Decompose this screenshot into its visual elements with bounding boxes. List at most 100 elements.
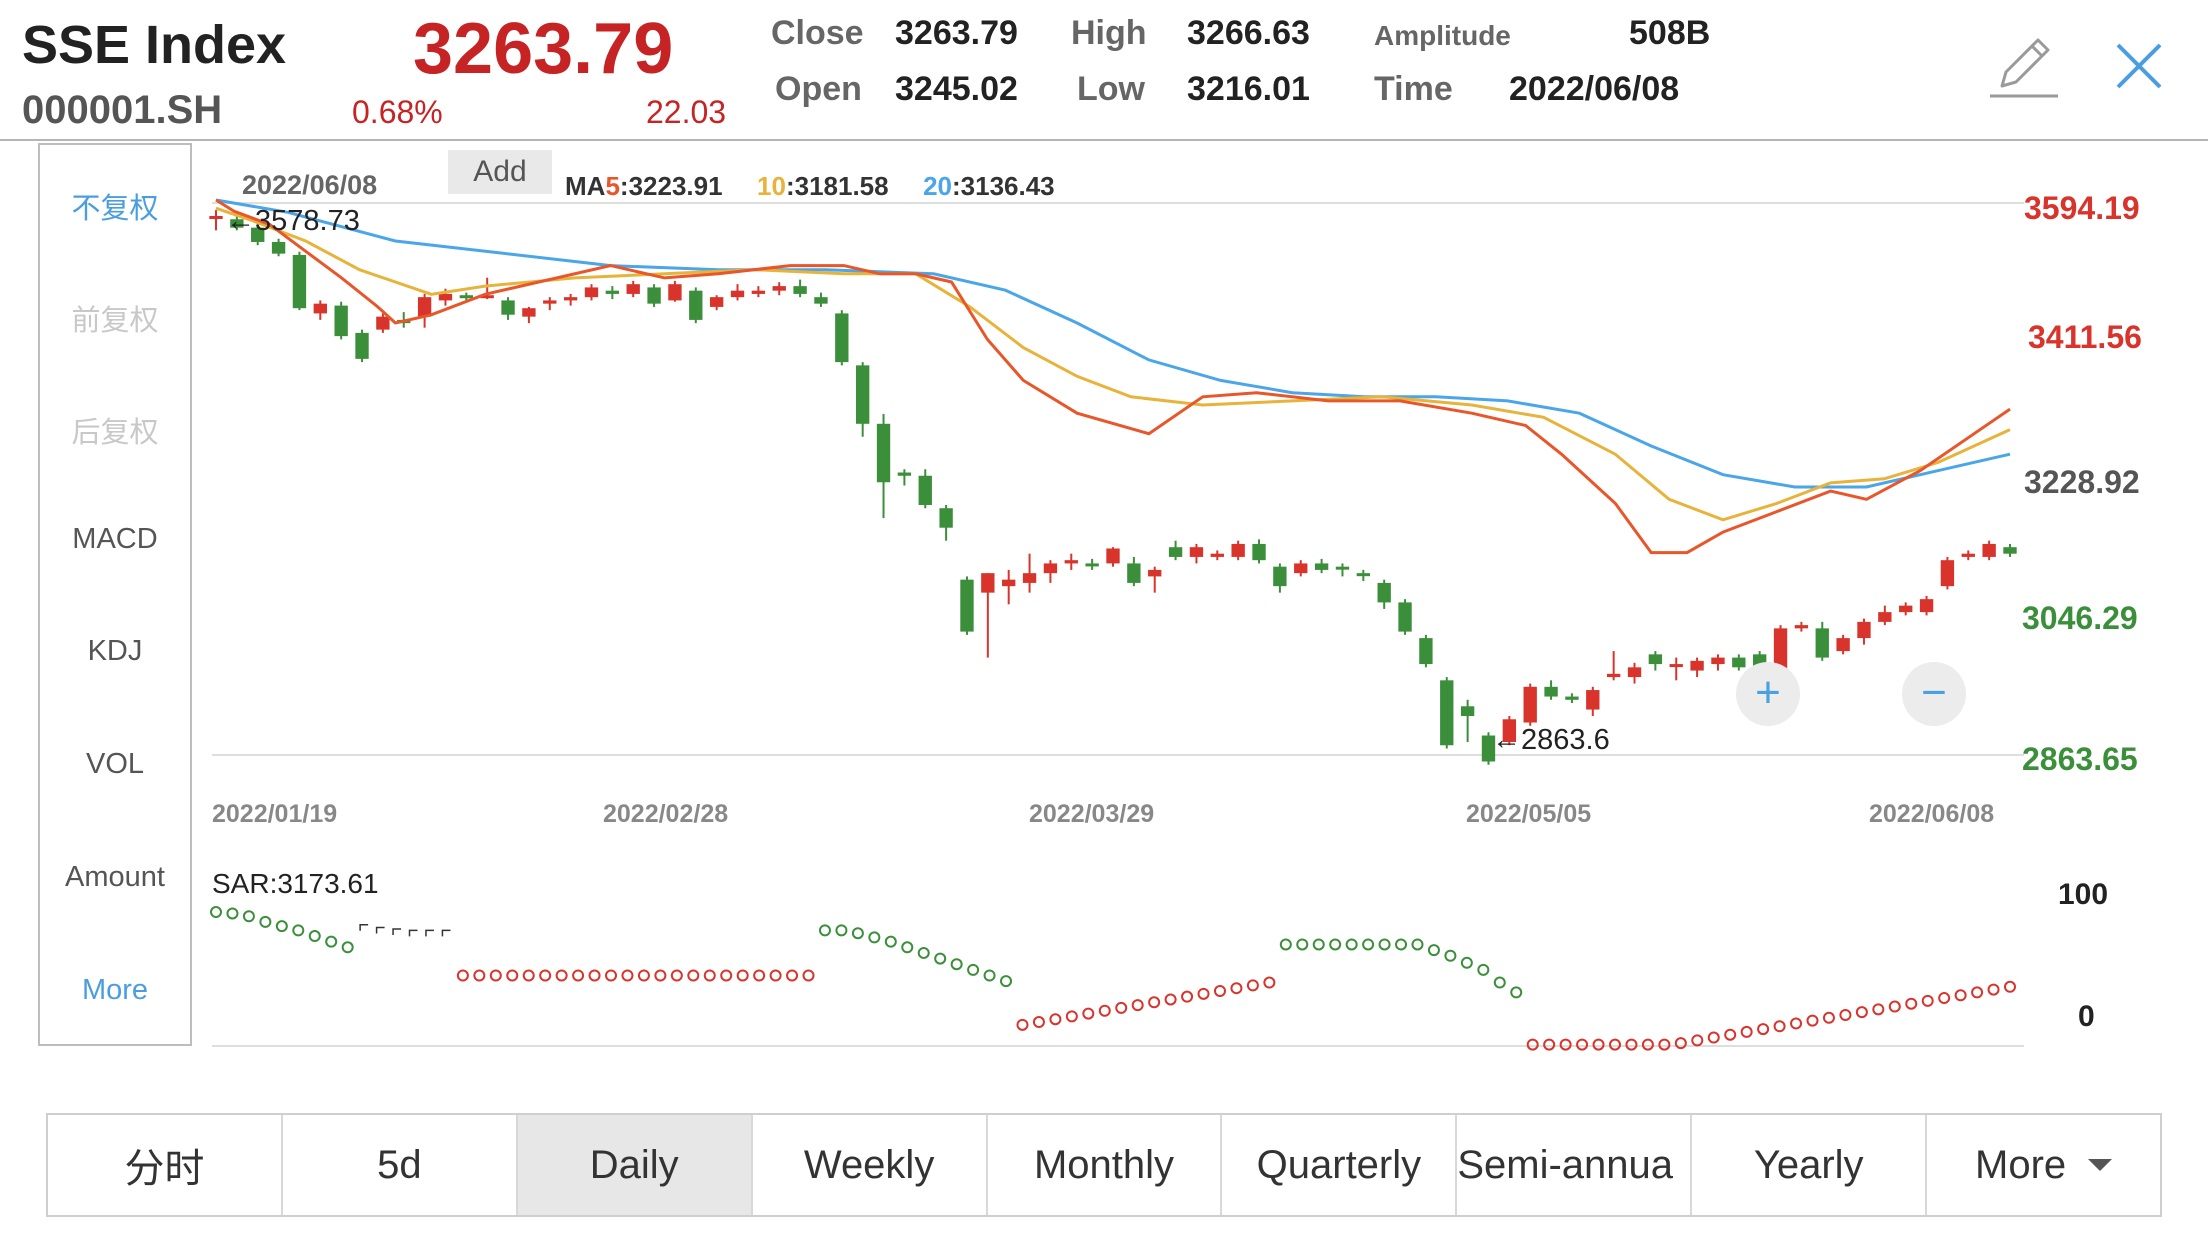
- candle-body: [480, 295, 494, 299]
- candle: [1711, 654, 1725, 671]
- candle-body: [1606, 673, 1621, 678]
- candle: [1314, 558, 1329, 574]
- high-value: 3266.63: [1187, 14, 1310, 52]
- tab-label: More: [1975, 1142, 2067, 1187]
- sar-dot: [1065, 1010, 1078, 1023]
- tab-semi-annual[interactable]: Semi-annua: [1457, 1115, 1693, 1215]
- candle: [1544, 680, 1558, 700]
- candle-body: [271, 241, 286, 254]
- price-axis-label: 3228.92: [2024, 464, 2140, 500]
- sidebar-item-vol[interactable]: VOL: [85, 748, 145, 780]
- tab-quarterly[interactable]: Quarterly: [1222, 1115, 1458, 1215]
- tab-weekly[interactable]: Weekly: [753, 1115, 988, 1215]
- tab-label: Yearly: [1753, 1142, 1864, 1187]
- sar-dot: [506, 969, 519, 982]
- sar-dot: [605, 969, 618, 982]
- candle: [355, 329, 369, 363]
- candle: [876, 414, 891, 518]
- more-dropdown[interactable]: More: [1927, 1115, 2160, 1215]
- ma10-line: [215, 206, 2011, 522]
- candle-body: [355, 332, 369, 359]
- candle: [1127, 556, 1141, 587]
- sar-dot: [1510, 986, 1523, 999]
- candle: [960, 576, 974, 635]
- candle: [1022, 553, 1037, 593]
- date-axis-label: 2022/02/28: [603, 800, 729, 828]
- sar-dot: [522, 969, 535, 982]
- sar-dot: [1608, 1038, 1621, 1051]
- change-value: 22.03: [646, 94, 727, 130]
- sidebar-item-forward-adjust[interactable]: 前复权: [71, 305, 159, 337]
- ma5-line: [215, 198, 2011, 555]
- candle: [313, 300, 327, 320]
- tab-intraday[interactable]: 分时: [48, 1115, 283, 1215]
- sar-label: SAR:3173.61: [212, 868, 379, 899]
- sar-dot: [1098, 1004, 1111, 1017]
- zoom-out-button[interactable]: −: [1902, 662, 1966, 726]
- sar-dot: [1082, 1007, 1095, 1020]
- sidebar-item-backward-adjust[interactable]: 后复权: [71, 417, 159, 449]
- candle: [1252, 539, 1266, 564]
- candle: [1982, 540, 1996, 561]
- candle-body: [417, 297, 432, 317]
- sidebar-item-amount[interactable]: Amount: [65, 861, 165, 893]
- sar-dot: [1000, 975, 1013, 988]
- sar-dot: [1181, 990, 1194, 1003]
- sar-dot: [1411, 938, 1424, 951]
- candle-body: [2003, 547, 2017, 554]
- candle-body: [1565, 696, 1579, 700]
- zoom-in-button[interactable]: +: [1736, 662, 1800, 726]
- sar-dot: [967, 963, 980, 976]
- sar-dot: [572, 969, 585, 982]
- candle: [2003, 543, 2017, 557]
- sar-dot: [588, 969, 601, 982]
- sidebar-item-kdj[interactable]: KDJ: [87, 635, 143, 667]
- sar-dot: [473, 969, 486, 982]
- date-axis-label: 2022/01/19: [212, 800, 338, 828]
- sidebar-item-macd[interactable]: MACD: [72, 523, 158, 555]
- add-indicator-button[interactable]: Add: [448, 150, 552, 194]
- sar-dot: [1592, 1038, 1605, 1051]
- candle: [1148, 566, 1162, 593]
- sar-dot: [1213, 985, 1226, 998]
- edit-icon[interactable]: [1988, 32, 2060, 100]
- close-value: 3263.79: [895, 14, 1018, 52]
- ma20-value: :3136.43: [952, 171, 1055, 201]
- candle-body: [1064, 560, 1078, 564]
- candle-body: [751, 290, 766, 294]
- candle: [689, 287, 703, 324]
- ma-legend: MA5:3223.91 10:3181.58 20:3136.43: [565, 171, 1055, 202]
- candle-body: [1335, 566, 1350, 570]
- candle-body: [1836, 638, 1850, 652]
- candle: [1732, 654, 1746, 671]
- sar-dot: [1576, 1038, 1589, 1051]
- close-icon[interactable]: [2115, 42, 2163, 90]
- sar-dot: [1460, 956, 1473, 969]
- tab-monthly[interactable]: Monthly: [988, 1115, 1223, 1215]
- sar-dot: [753, 969, 766, 982]
- sar-dot: [341, 941, 354, 954]
- sar-dot: [1362, 938, 1375, 951]
- sar-dot: [1625, 1038, 1638, 1051]
- sar-dot: [1526, 1038, 1539, 1051]
- chart-date: 2022/06/08: [242, 170, 378, 200]
- sidebar-item-more[interactable]: More: [81, 974, 149, 1006]
- tab-5d[interactable]: 5d: [283, 1115, 518, 1215]
- candle: [939, 504, 953, 541]
- candle-body: [292, 254, 307, 309]
- sidebar-item-no-adjust[interactable]: 不复权: [71, 193, 159, 225]
- sar-dot: [1757, 1023, 1770, 1036]
- candle-body: [1502, 719, 1517, 743]
- indicator-sidebar: 不复权 前复权 后复权 MACD KDJ VOL Amount More: [38, 143, 192, 1046]
- candle-body: [647, 287, 661, 304]
- tab-yearly[interactable]: Yearly: [1692, 1115, 1928, 1215]
- date-axis-label: 2022/05/05: [1466, 800, 1592, 828]
- candle: [417, 293, 432, 328]
- price-axis-label: 3594.19: [2024, 190, 2140, 226]
- sar-dot: [1296, 938, 1309, 951]
- tab-daily[interactable]: Daily: [517, 1115, 753, 1215]
- high-label: High: [1071, 14, 1147, 52]
- candle: [1586, 686, 1600, 717]
- candle: [1502, 716, 1517, 746]
